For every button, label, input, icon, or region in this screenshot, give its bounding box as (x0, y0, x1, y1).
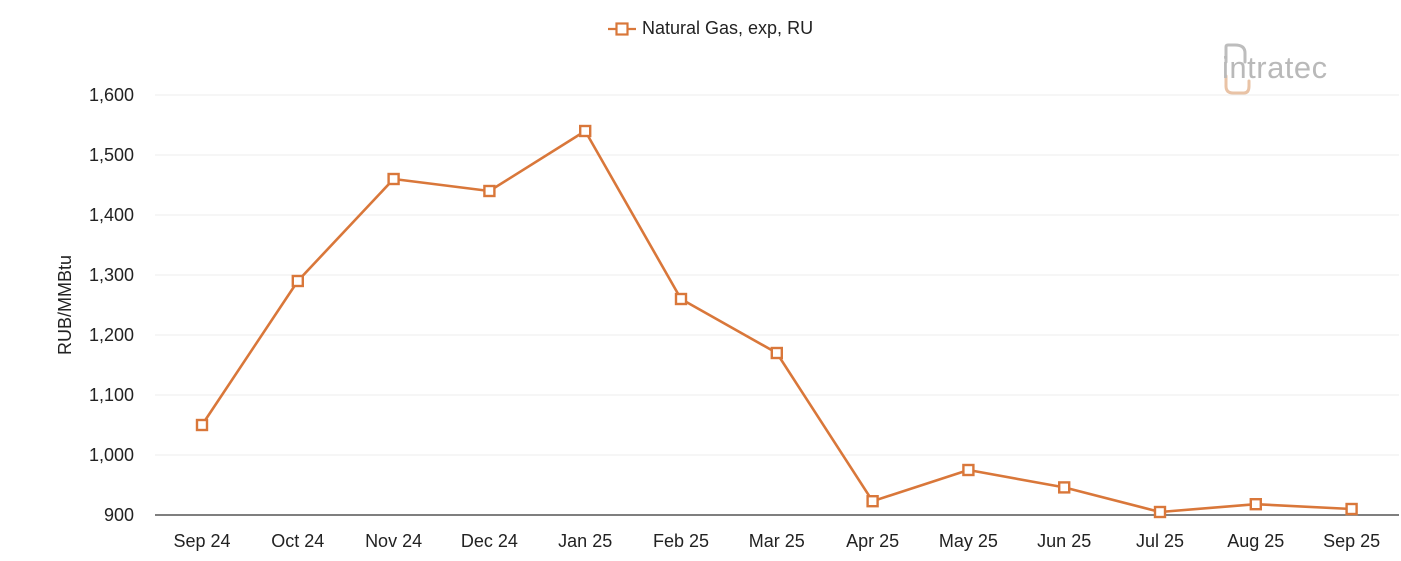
x-tick-label: Sep 24 (173, 531, 230, 551)
intratec-logo-icon (1224, 43, 1251, 95)
x-tick-label: Sep 25 (1323, 531, 1380, 551)
y-axis-ticks: 900 1,000 1,100 1,200 1,300 1,400 1,500 1,600 (89, 85, 134, 525)
data-point[interactable] (291, 274, 304, 288)
y-tick-label: 900 (104, 505, 134, 525)
x-tick-label: Aug 25 (1227, 531, 1284, 551)
data-point[interactable] (387, 172, 400, 186)
y-axis-label: RUB/MMBtu (55, 255, 75, 355)
series-layer (195, 124, 1358, 519)
data-point[interactable] (674, 292, 688, 306)
data-point[interactable] (866, 495, 879, 508)
data-point[interactable] (483, 184, 496, 198)
legend-marker-swatch (615, 22, 629, 36)
data-point[interactable] (962, 463, 975, 477)
x-tick-label: Nov 24 (365, 531, 422, 551)
y-tick-label: 1,500 (89, 145, 134, 165)
legend[interactable]: Natural Gas, exp, RU (608, 18, 813, 38)
x-axis-ticks: Sep 24 Oct 24 Nov 24 Dec 24 Jan 25 Feb 25 Mar … (173, 531, 1380, 551)
data-point[interactable] (770, 346, 783, 360)
x-tick-label: Oct 24 (271, 531, 324, 551)
y-tick-label: 1,000 (89, 445, 134, 465)
x-tick-label: May 25 (939, 531, 998, 551)
x-tick-label: Feb 25 (653, 531, 709, 551)
x-tick-label: Jan 25 (558, 531, 612, 551)
legend-label-natural-gas: Natural Gas, exp, RU (642, 18, 813, 38)
data-point[interactable] (1153, 505, 1167, 519)
y-tick-label: 1,300 (89, 265, 134, 285)
x-tick-label: Jul 25 (1136, 531, 1184, 551)
data-point[interactable] (1249, 498, 1263, 511)
y-tick-label: 1,400 (89, 205, 134, 225)
y-tick-label: 1,100 (89, 385, 134, 405)
data-point[interactable] (195, 418, 209, 432)
y-tick-label: 1,200 (89, 325, 134, 345)
intratec-logo: intratec (1222, 43, 1328, 95)
x-tick-label: Apr 25 (846, 531, 899, 551)
data-point[interactable] (1345, 502, 1358, 516)
gridlines (155, 94, 1399, 456)
x-tick-label: Jun 25 (1037, 531, 1091, 551)
y-tick-label: 1,600 (89, 85, 134, 105)
data-point[interactable] (579, 124, 592, 138)
x-tick-label: Dec 24 (461, 531, 518, 551)
x-tick-label: Mar 25 (749, 531, 805, 551)
logo-wordmark: intratec (1222, 50, 1328, 85)
data-point[interactable] (1057, 481, 1071, 494)
